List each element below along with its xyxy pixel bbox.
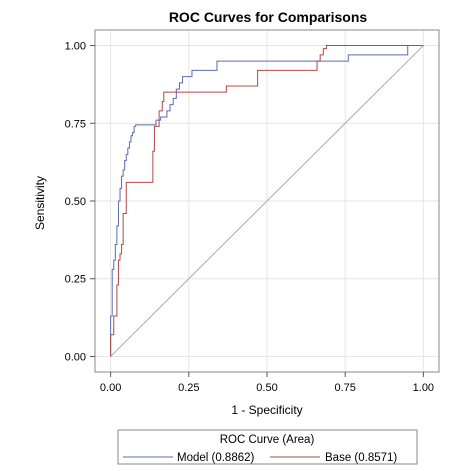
legend-entry-model: Model (0.8862) [177,452,255,464]
x-tick-label: 0.00 [100,382,121,394]
legend-box [117,429,418,465]
y-tick-label: 0.50 [65,196,86,208]
x-axis-label: 1 - Specificity [231,403,302,417]
chart-title: ROC Curves for Comparisons [169,9,368,25]
legend-title: ROC Curve (Area) [220,434,315,446]
y-tick-label: 1.00 [65,41,86,53]
series-line-model [110,45,424,357]
x-tick-label: 0.50 [256,382,277,394]
x-tick-label: 0.75 [334,382,355,394]
reference-diagonal-line [110,45,424,357]
legend: ROC Curve (Area) Model (0.8862) Base (0.… [117,429,418,465]
y-tick-label: 0.25 [65,274,86,286]
x-tick-label: 1.00 [413,382,434,394]
y-tick-label: 0.75 [65,118,86,130]
y-axis-label: Sensitivity [33,176,47,230]
series-lines [110,45,424,357]
axis-ticks: 0.00 0.25 0.50 0.75 1.00 0.00 0.25 0.50 0.75 1.00 [65,41,434,394]
x-tick-label: 0.25 [178,382,199,394]
series-line-base [110,45,424,357]
legend-entry-base: Base (0.8571) [325,452,397,464]
y-tick-label: 0.00 [65,351,86,363]
